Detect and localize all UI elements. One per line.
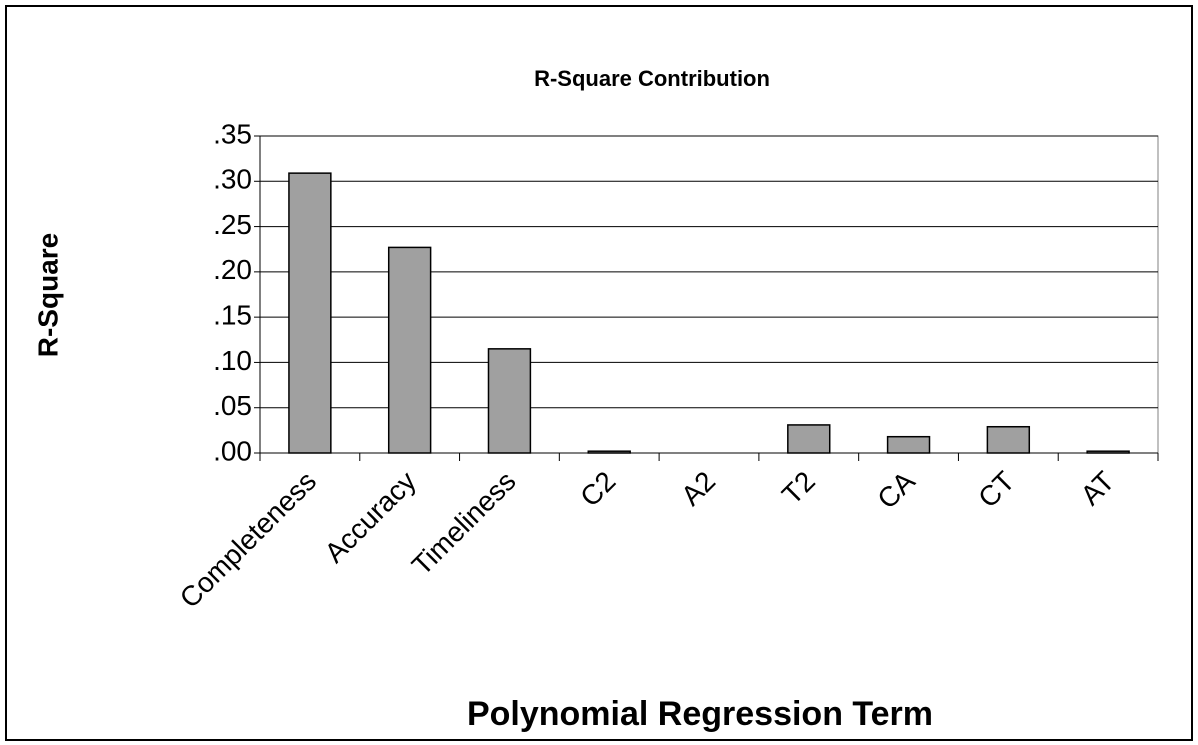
y-tick-label: .10 xyxy=(213,345,252,376)
chart-title: R-Square Contribution xyxy=(534,66,770,91)
bar xyxy=(1086,450,1130,454)
y-tick-label: .15 xyxy=(213,300,252,331)
x-axis-title: Polynomial Regression Term xyxy=(467,695,933,733)
y-tick-label: .00 xyxy=(213,435,252,466)
bar xyxy=(487,348,532,454)
y-tick-label: .20 xyxy=(213,254,252,285)
y-tick-label: .05 xyxy=(213,390,252,421)
y-tick-label: .25 xyxy=(213,209,252,240)
y-axis-title: R-Square xyxy=(32,233,63,357)
bar xyxy=(587,450,631,454)
y-tick-label: .35 xyxy=(213,118,252,149)
bar xyxy=(986,425,1031,454)
bar xyxy=(886,435,931,454)
bar xyxy=(387,246,432,454)
bar xyxy=(787,424,831,454)
y-tick-label: .30 xyxy=(213,164,252,195)
bar xyxy=(288,172,332,454)
